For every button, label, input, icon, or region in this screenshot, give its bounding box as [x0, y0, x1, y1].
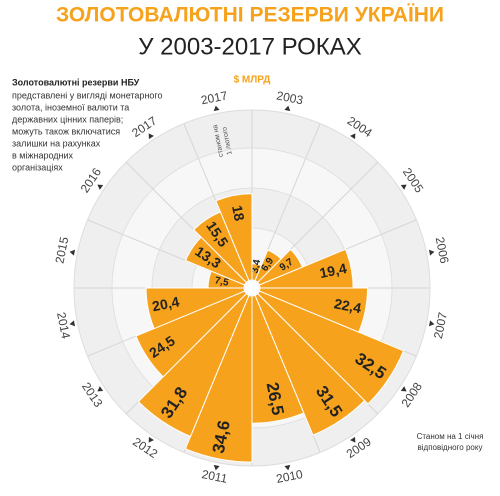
category-label: 2007 — [431, 311, 450, 340]
bar — [137, 292, 250, 438]
tick-triangle — [213, 464, 220, 471]
tick-triangle — [350, 133, 356, 140]
note-line: залишки на рахунках — [12, 138, 101, 148]
category-label: 2005 — [400, 165, 427, 195]
bar — [254, 292, 366, 436]
category-label: 2016 — [78, 165, 105, 195]
tick-triangle — [148, 436, 154, 443]
bar — [145, 287, 246, 330]
category-label: 2014 — [54, 311, 73, 340]
chart-title: ЗОЛОТОВАЛЮТНІ РЕЗЕРВИ УКРАЇНИ — [56, 4, 444, 27]
category-label: 2012 — [130, 435, 160, 462]
tick-triangle — [69, 249, 76, 256]
category-label: 2008 — [399, 380, 426, 410]
tick-triangle — [428, 320, 435, 327]
tick-triangle — [97, 386, 104, 392]
value-label: 7,5 — [214, 275, 230, 289]
tick-triangle — [284, 105, 291, 112]
category-label: 2010 — [275, 467, 304, 486]
category-label: 2003 — [275, 88, 304, 107]
marks: 3,420036,920049,7200519,4200622,4200732,… — [52, 88, 451, 486]
note-line: золота, іноземної валюти та — [12, 102, 129, 112]
value-label: 22,4 — [333, 295, 363, 316]
tick-triangle — [213, 105, 220, 112]
bar — [256, 290, 405, 405]
note-line: представлені у вигляді монетарного — [12, 90, 163, 100]
category-label: 2015 — [52, 235, 71, 264]
note-line: в міжнародних — [12, 150, 74, 160]
value-label: 20,4 — [151, 293, 181, 314]
category-label: 2017 — [129, 113, 159, 140]
category-label: 2011 — [200, 467, 228, 486]
center-dot — [245, 281, 259, 295]
footnote: відповідного року — [418, 443, 483, 452]
category-label: 2004 — [345, 114, 375, 141]
value-label: 19,4 — [318, 260, 348, 281]
tick-triangle — [400, 184, 407, 190]
tick-triangle — [69, 320, 76, 327]
value-label: 18 — [229, 204, 248, 223]
note-title: Золотовалютні резерви НБУ — [12, 77, 140, 87]
tick-triangle — [428, 249, 435, 256]
tick-triangle — [400, 386, 407, 392]
note-line: організаціях — [12, 162, 63, 172]
bar — [215, 193, 253, 282]
bar — [135, 290, 248, 378]
tick-triangle — [350, 436, 356, 443]
tick-triangle — [148, 133, 154, 140]
note-line: можуть також включатися — [12, 126, 120, 136]
category-label: 2017 — [200, 88, 229, 107]
category-label: 2013 — [79, 380, 106, 410]
category-label: 2006 — [433, 236, 452, 265]
bar — [184, 294, 253, 463]
chart-subtitle: У 2003-2017 РОКАХ — [138, 33, 362, 60]
category-label: 2009 — [344, 434, 374, 461]
unit-label: $ МЛРД — [234, 75, 271, 86]
tick-triangle — [284, 464, 291, 471]
note-line: державних цінних паперів; — [12, 114, 123, 124]
tick-triangle — [97, 184, 104, 190]
footnote: Станом на 1 січня — [417, 432, 484, 441]
